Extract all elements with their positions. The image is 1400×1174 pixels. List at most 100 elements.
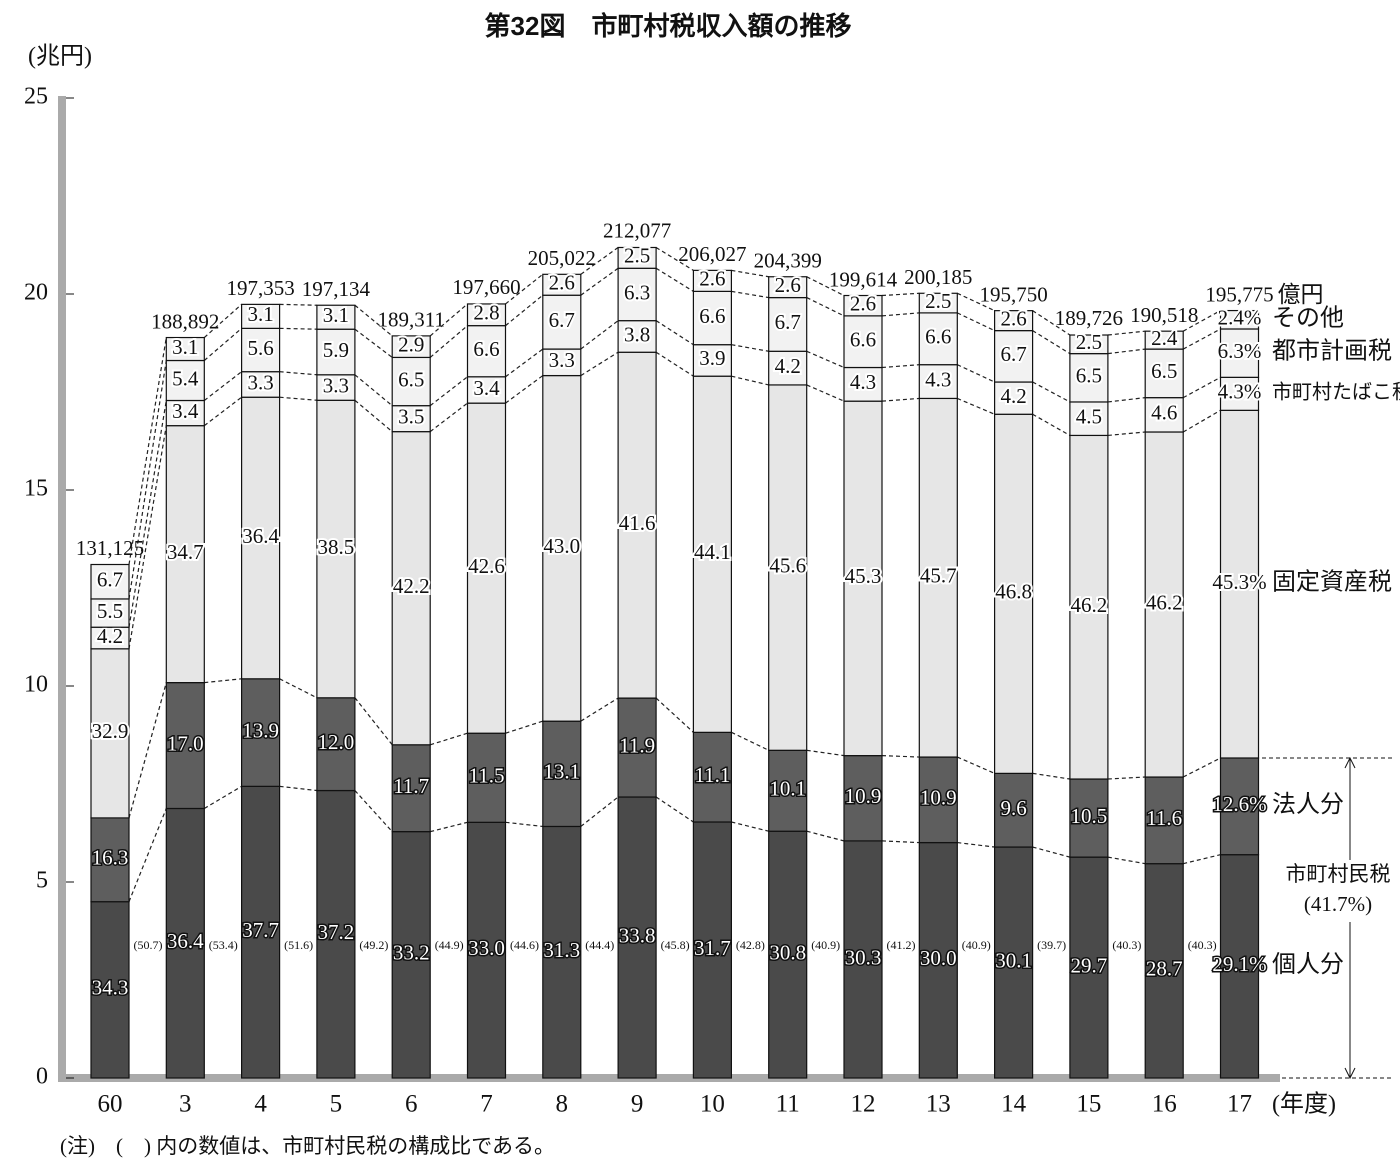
connector xyxy=(1107,856,1146,865)
x-tick-label: 7 xyxy=(480,1091,493,1118)
connector xyxy=(1107,397,1146,403)
legend-label: 個人分 xyxy=(1272,951,1344,978)
data-label: 2.9 xyxy=(398,332,424,356)
bar-segment xyxy=(165,425,205,684)
data-label: 4.6 xyxy=(1151,401,1177,425)
bar-segment xyxy=(316,789,356,1079)
bar-segment xyxy=(617,320,657,353)
share-label: (51.6) xyxy=(284,938,313,952)
connector xyxy=(881,840,920,844)
bar-segment xyxy=(617,267,657,322)
connector xyxy=(429,303,468,337)
connector xyxy=(957,312,995,332)
data-label: 6.5 xyxy=(1151,359,1177,383)
data-label: 29.7 xyxy=(1071,953,1108,977)
data-label: 43.0 xyxy=(543,534,580,558)
connector xyxy=(354,399,393,433)
bar-segment xyxy=(165,359,205,402)
connector xyxy=(881,292,920,297)
connector xyxy=(505,348,544,378)
connector xyxy=(429,376,468,407)
total-label: 204,399 xyxy=(754,249,822,273)
data-label: 17.0 xyxy=(167,731,204,755)
legend-label: 法人分 xyxy=(1272,791,1344,818)
connector xyxy=(1107,431,1146,437)
bar-segment xyxy=(1144,776,1184,865)
data-label: 31.3 xyxy=(543,938,580,962)
bar-segment xyxy=(1069,778,1109,858)
bar-segment xyxy=(918,364,958,400)
connector xyxy=(806,297,845,317)
bar-segment xyxy=(993,381,1034,415)
bar-segment xyxy=(90,563,130,600)
connector xyxy=(505,273,544,305)
connector xyxy=(806,350,845,369)
bar-segment xyxy=(1219,309,1260,330)
data-label: 37.7 xyxy=(242,918,279,942)
connector xyxy=(1182,376,1221,399)
bar-segment xyxy=(1219,376,1260,411)
y-tick-label: 15 xyxy=(24,476,48,502)
bar-segment xyxy=(542,348,582,377)
connector xyxy=(128,400,167,628)
x-tick-label: 14 xyxy=(1001,1091,1027,1118)
connector xyxy=(1032,413,1071,436)
total-label: 199,614 xyxy=(829,267,898,291)
connector xyxy=(655,697,694,733)
share-label: (44.9) xyxy=(435,938,464,952)
x-tick-label: 16 xyxy=(1152,1091,1177,1118)
x-tick-label: 11 xyxy=(776,1091,800,1118)
bar-segment xyxy=(316,697,356,792)
connector xyxy=(279,371,317,376)
connector xyxy=(580,247,619,275)
connector xyxy=(731,375,769,386)
connector xyxy=(429,325,468,358)
data-label: 2.6 xyxy=(699,267,725,291)
connector xyxy=(731,821,769,832)
bar-segment xyxy=(316,304,356,330)
connector xyxy=(1182,757,1221,778)
connector xyxy=(580,320,619,350)
legend-label: その他 xyxy=(1272,304,1344,331)
data-label: 6.3 xyxy=(624,280,650,304)
bar-segment xyxy=(316,399,356,699)
connector xyxy=(1032,846,1071,858)
data-label: 45.3 xyxy=(845,564,882,588)
total-label: 206,027 xyxy=(678,242,746,266)
connector xyxy=(580,351,619,377)
data-label: 5.5 xyxy=(97,599,123,623)
x-tick-label: 17 xyxy=(1227,1091,1252,1118)
bar-segment xyxy=(391,405,431,433)
x-tick-label: 9 xyxy=(631,1091,644,1118)
connector xyxy=(430,821,468,833)
bar-segment xyxy=(768,276,808,299)
bar-segment xyxy=(993,413,1034,774)
connector xyxy=(957,756,995,774)
data-label: 42.6 xyxy=(468,554,505,578)
bar-segment xyxy=(692,375,733,733)
share-label: (40.3) xyxy=(1112,938,1141,952)
connector xyxy=(203,327,242,361)
data-label: 11.9 xyxy=(619,733,655,757)
connector xyxy=(279,785,317,792)
data-label: 2.6 xyxy=(775,273,801,297)
x-tick-label: 15 xyxy=(1076,1091,1101,1118)
total-label: 212,077 xyxy=(603,218,671,242)
bar-segment xyxy=(1144,863,1184,1079)
data-label: 2.5 xyxy=(925,289,951,313)
bar-segment xyxy=(165,807,205,1079)
total-label: 197,134 xyxy=(302,277,371,301)
data-label: 4.3 xyxy=(925,367,951,391)
bar-segment xyxy=(391,356,431,407)
connector xyxy=(655,267,694,292)
total-label: 205,022 xyxy=(528,246,596,270)
bar-segment xyxy=(1069,353,1109,403)
connector xyxy=(731,290,769,299)
total-label: 189,311 xyxy=(377,308,444,332)
bar-segment xyxy=(542,294,582,350)
total-label: 195,775 xyxy=(1205,282,1273,306)
data-label: 34.7 xyxy=(167,540,204,564)
x-tick-label: 3 xyxy=(179,1091,192,1118)
connector xyxy=(429,402,468,433)
data-label: 46.2 xyxy=(1071,593,1108,617)
